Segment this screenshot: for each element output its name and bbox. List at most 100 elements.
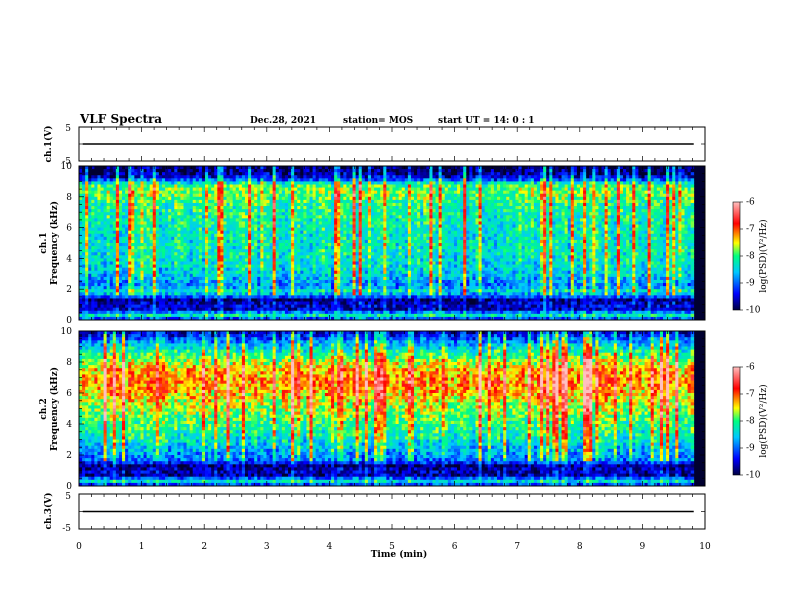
spectrogram-cell [152,264,157,269]
spectrogram-cell [128,175,132,179]
spectrogram-cell [165,255,169,259]
spectrogram-cell [103,267,108,272]
spectrogram-cell [251,224,255,228]
spectrogram-cell [334,295,338,299]
spectrogram-cell [171,233,175,238]
spectrogram-cell [128,307,132,312]
spectrogram-cell [97,196,101,201]
spectrogram-cell [229,292,234,296]
spectrogram-cell [331,264,335,269]
spectrogram-cell [158,249,163,253]
spectrogram-cell [371,243,375,247]
spectrogram-cell [106,233,111,238]
spectrogram-cell [174,224,178,228]
spectrogram-cell [343,313,347,318]
spectrogram-cell [337,307,341,312]
spectrogram-cell [122,178,126,182]
spectrogram-cell [217,172,221,176]
spectrogram-cell [321,233,326,238]
spectrogram-cell [198,190,203,195]
spectrogram-cell [177,279,181,284]
spectrogram-cell [377,172,381,176]
spectrogram-cell [165,175,169,179]
spectrogram-cell [235,196,240,201]
spectrogram-cell [143,258,148,262]
spectrogram-cell [327,227,332,232]
spectrogram-cell [364,224,369,228]
spectrogram-cell [238,301,243,305]
spectrogram-cell [364,209,369,213]
spectrogram-cell [260,310,264,315]
spectrogram-cell [275,166,280,170]
spectrogram-cell [137,310,141,315]
spectrogram-cell [281,267,286,272]
spectrogram-cell [284,316,289,321]
spectrogram-cell [201,209,206,213]
spectrogram-cell [232,243,237,247]
spectrogram-cell [257,199,261,204]
spectrogram-cell [97,233,101,238]
spectrogram-cell [288,193,292,198]
spectrogram-cell [103,184,108,188]
spectrogram-cell [94,301,98,305]
spectrogram-cell [337,295,341,299]
spectrogram-cell [303,243,307,247]
spectrogram-cell [131,273,135,278]
spectrogram-cell [337,175,341,179]
spectrogram-cell [165,196,169,201]
spectrogram-cell [346,233,350,238]
spectrogram-cell [192,295,197,299]
spectrogram-cell [226,255,231,259]
spectrogram-cell [297,316,301,321]
spectrogram-cell [281,289,286,293]
spectrogram-cell [125,193,129,198]
spectrogram-cell [358,298,363,302]
spectrogram-cell [377,218,381,222]
spectrogram-cell [177,249,181,253]
spectrogram-cell [79,307,83,312]
spectrogram-cell [100,193,104,198]
spectrogram-cell [186,301,191,305]
spectrogram-cell [349,233,353,238]
spectrogram-cell [251,218,255,222]
spectrogram-cell [248,239,252,244]
spectrogram-cell [248,193,252,198]
spectrogram-cell [134,178,138,182]
spectrogram-cell [306,224,310,228]
spectrogram-cell [155,295,160,299]
spectrogram-cell [229,172,234,176]
spectrogram-cell [278,230,283,235]
spectrogram-cell [174,215,178,219]
spectrogram-cell [361,270,366,275]
spectrogram-cell [254,258,258,262]
spectrogram-cell [168,270,172,275]
spectrogram-cell [134,202,138,207]
spectrogram-cell [248,286,252,290]
spectrogram-cell [131,249,135,253]
spectrogram-cell [140,199,144,204]
spectrogram-cell [125,279,129,284]
spectrogram-cell [186,292,191,296]
spectrogram-cell [263,246,267,250]
spectrogram-cell [248,224,252,228]
spectrogram-cell [143,202,148,207]
spectrogram-cell [115,310,120,315]
spectrogram-cell [377,184,381,188]
spectrogram-cell [248,276,252,281]
spectrogram-cell [118,199,123,204]
spectrogram-cell [269,202,274,207]
spectrogram-cell [244,246,249,250]
spectrogram-cell [251,166,255,170]
spectrogram-cell [152,190,157,195]
spectrogram-cell [248,227,252,232]
spectrogram-cell [327,215,332,219]
spectrogram-cell [223,295,227,299]
spectrogram-cell [235,255,240,259]
spectrogram-cell [266,166,270,170]
spectrogram-cell [229,298,234,302]
spectrogram-cell [238,175,243,179]
spectrogram-cell [201,246,206,250]
spectrogram-cell [103,196,108,201]
spectrogram-cell [189,212,194,216]
spectrogram-cell [152,246,157,250]
